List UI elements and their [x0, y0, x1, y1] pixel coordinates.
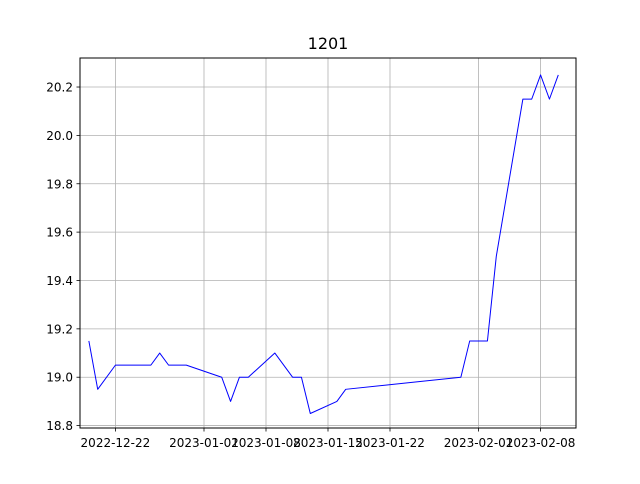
x-tick-label: 2023-02-08	[506, 436, 576, 450]
y-tick-label: 20.0	[46, 129, 73, 143]
y-tick-label: 20.2	[46, 81, 73, 95]
x-tick-label: 2023-02-01	[444, 436, 514, 450]
y-tick-label: 18.8	[46, 419, 73, 433]
y-tick-label: 19.8	[46, 177, 73, 191]
series-line-0	[88, 74, 559, 414]
chart-title: 1201	[308, 34, 349, 53]
x-axis: 2022-12-22 2023-01-012023-01-082023-01-15…	[81, 428, 576, 450]
y-axis: 18.8 19.0 19.2 19.4 19.6 19.8 20.0 20.2	[46, 81, 80, 433]
y-tick-label: 19.2	[46, 322, 73, 336]
x-tick-label: 2022-12-22	[81, 436, 151, 450]
x-tick-label: 2023-01-22	[355, 436, 425, 450]
y-tick-label: 19.4	[46, 274, 73, 288]
x-tick-label: 2023-01-01	[169, 436, 239, 450]
x-tick-label: 2023-01-08	[231, 436, 301, 450]
series-layer	[88, 74, 559, 414]
y-tick-label: 19.6	[46, 226, 73, 240]
x-tick-label: 2023-01-15	[293, 436, 363, 450]
y-tick-label: 19.0	[46, 371, 73, 385]
grid	[80, 58, 576, 428]
